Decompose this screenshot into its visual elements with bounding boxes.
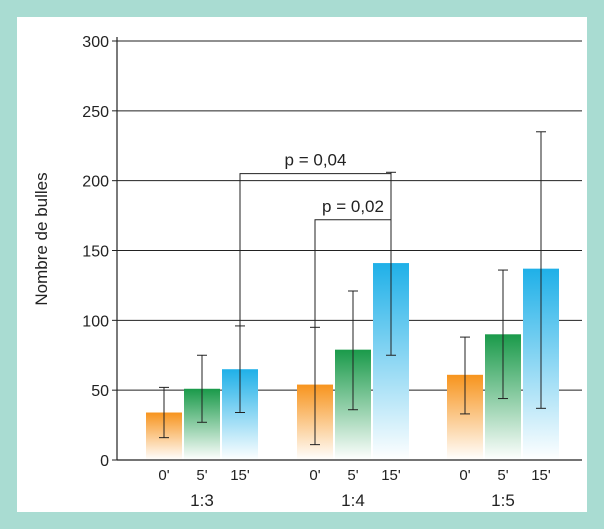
annotation-layer: p = 0,04 p = 0,02: [239, 151, 392, 385]
x-tick-label: 0': [309, 467, 320, 484]
y-tick-label: 250: [82, 104, 109, 121]
y-axis-label: Nombre de bulles: [32, 172, 51, 305]
bar-chart: 0 50 100 150 200 250 300 0' 5' 15' 1:3 0' 5' 15' 1:4 0'…: [32, 34, 582, 510]
y-tick-label: 100: [82, 313, 109, 330]
x-tick-label: 15': [381, 467, 401, 484]
axis-layer: 0 50 100 150 200 250 300 0' 5' 15' 1:3 0' 5' 15' 1:4 0'…: [82, 34, 582, 510]
significance-bracket: [314, 219, 392, 385]
group-label: 1:4: [341, 491, 365, 510]
significance-bracket: [239, 173, 392, 370]
group-label: 1:3: [190, 491, 214, 510]
y-tick-label: 150: [82, 244, 109, 261]
y-tick-label: 200: [82, 174, 109, 191]
x-tick-label: 15': [230, 467, 250, 484]
y-tick-label: 0: [100, 453, 109, 470]
p-value-label: p = 0,04: [285, 151, 347, 170]
y-tick-label: 300: [82, 34, 109, 51]
x-tick-label: 15': [531, 467, 551, 484]
x-tick-label: 0': [158, 467, 169, 484]
chart-panel: 0 50 100 150 200 250 300 0' 5' 15' 1:3 0' 5' 15' 1:4 0'…: [17, 17, 587, 512]
x-tick-label: 5': [497, 467, 508, 484]
x-tick-label: 5': [347, 467, 358, 484]
group-label: 1:5: [491, 491, 515, 510]
x-tick-label: 5': [196, 467, 207, 484]
bar-layer: [146, 131, 559, 460]
p-value-label: p = 0,02: [322, 197, 384, 216]
x-tick-label: 0': [459, 467, 470, 484]
y-tick-label: 50: [91, 383, 109, 400]
